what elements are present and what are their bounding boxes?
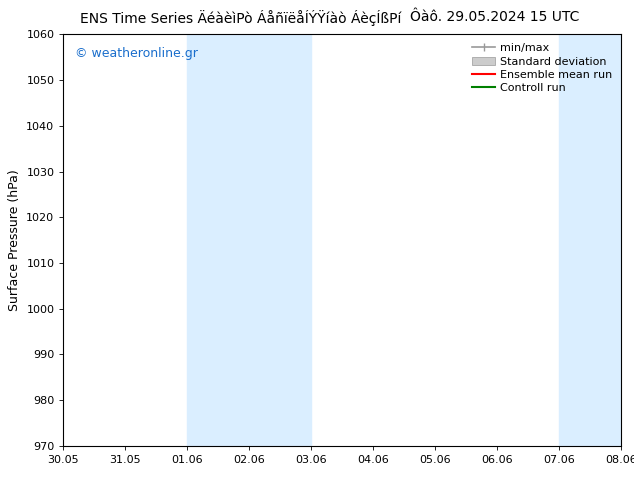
Bar [188, 34, 311, 446]
Y-axis label: Surface Pressure (hPa): Surface Pressure (hPa) [8, 169, 21, 311]
Bar [559, 34, 621, 446]
Text: Ôàô. 29.05.2024 15 UTC: Ôàô. 29.05.2024 15 UTC [410, 10, 579, 24]
Text: © weatheronline.gr: © weatheronline.gr [75, 47, 197, 60]
Legend: min/max, Standard deviation, Ensemble mean run, Controll run: min/max, Standard deviation, Ensemble me… [469, 40, 616, 97]
Text: ENS Time Series ÄéàèìPò ÁåñïëåÍÝŸíàò ÁèçÍßPí: ENS Time Series ÄéàèìPò ÁåñïëåÍÝŸíàò Áèç… [81, 10, 401, 26]
